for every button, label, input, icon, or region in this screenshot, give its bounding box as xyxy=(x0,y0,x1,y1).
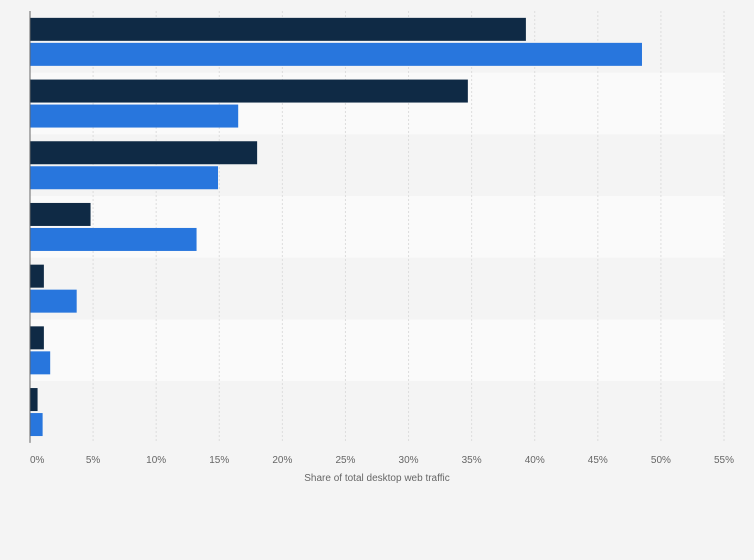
category-band xyxy=(30,319,725,382)
bar-series-1 xyxy=(30,264,44,288)
bar-series-1 xyxy=(30,141,258,165)
bar-series-2 xyxy=(30,42,642,66)
x-tick-label: 30% xyxy=(399,455,419,466)
x-axis-title: Share of total desktop web traffic xyxy=(304,473,449,484)
x-tick-label: 20% xyxy=(272,455,292,466)
bar-series-1 xyxy=(30,17,526,41)
x-tick-label: 35% xyxy=(462,455,482,466)
bar-series-1 xyxy=(30,79,468,103)
category-band xyxy=(30,257,725,320)
bar-series-1 xyxy=(30,202,91,226)
x-tick-label: 15% xyxy=(209,455,229,466)
bar-series-1 xyxy=(30,388,38,412)
x-tick-label: 25% xyxy=(335,455,355,466)
x-tick-label: 40% xyxy=(525,455,545,466)
bar-series-1 xyxy=(30,326,44,350)
bar-series-2 xyxy=(30,104,239,128)
bars xyxy=(30,17,642,437)
bar-series-2 xyxy=(30,351,51,375)
bar-series-2 xyxy=(30,289,77,313)
x-axis-ticks: 0% 5% 10% 15% 20% 25% 30% 35% 40% 45% 50% 55% xyxy=(30,455,734,466)
bar-series-2 xyxy=(30,166,219,190)
bar-series-2 xyxy=(30,413,43,437)
x-tick-label: 10% xyxy=(146,455,166,466)
x-tick-label: 55% xyxy=(714,455,734,466)
category-bands xyxy=(30,11,725,443)
bar-series-2 xyxy=(30,227,197,251)
category-band xyxy=(30,381,725,443)
x-tick-label: 45% xyxy=(588,455,608,466)
x-tick-label: 50% xyxy=(651,455,671,466)
x-tick-label: 5% xyxy=(86,455,101,466)
x-tick-label: 0% xyxy=(30,455,45,466)
